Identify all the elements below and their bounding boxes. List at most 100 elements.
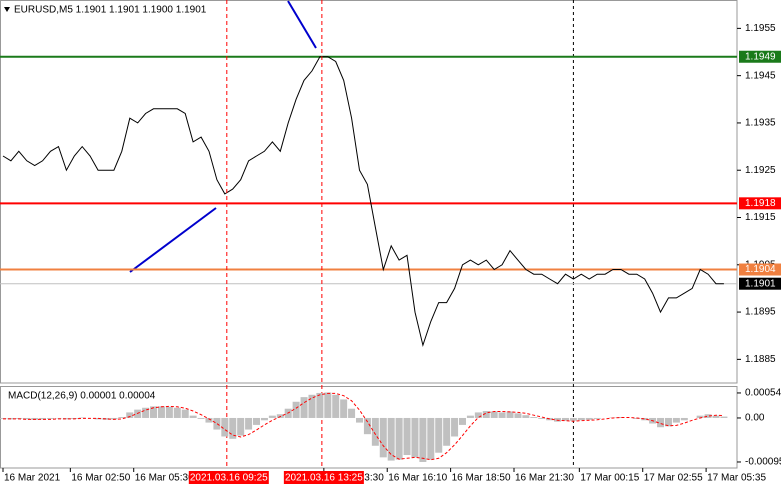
macd-bar <box>641 417 649 421</box>
chart-title: EURUSD,M5 1.1901 1.1901 1.1900 1.1901 <box>14 5 207 16</box>
macd-bar <box>530 417 538 418</box>
y-tick-label: 0.00054 <box>745 388 781 399</box>
x-tick-label: 17 Mar 00:15 <box>580 473 639 484</box>
macd-bar <box>411 417 419 458</box>
macd-bar <box>356 417 364 423</box>
macd-bar <box>31 417 39 420</box>
macd-bar <box>466 415 474 418</box>
price-line <box>2 56 724 348</box>
trend-line <box>287 0 317 49</box>
macd-bar <box>62 417 70 420</box>
indicator-title: MACD(12,26,9) 0.00001 0.00004 <box>8 391 156 402</box>
main-panel-frame <box>0 0 738 384</box>
level-label-box <box>739 50 781 63</box>
macd-bar <box>221 417 229 437</box>
macd-bar <box>348 408 356 418</box>
macd-bar <box>324 392 332 418</box>
macd-bar <box>150 406 158 418</box>
y-tick-label: 1.1955 <box>745 23 776 34</box>
macd-bar <box>680 417 688 421</box>
macd-bar <box>704 414 712 418</box>
macd-bar <box>395 417 403 460</box>
x-tick-label: 16 Mar 05:30 <box>135 473 194 484</box>
macd-panel-frame <box>0 386 738 469</box>
macd-bar <box>363 417 371 435</box>
macd-bar <box>253 417 261 425</box>
level-label: 1.1918 <box>745 198 776 209</box>
macd-bar <box>165 406 173 418</box>
vertical-marker-label: 2021.03.16 13:25 <box>285 473 363 484</box>
level-label: 1.1904 <box>745 264 776 275</box>
macd-bar <box>340 399 348 418</box>
macd-bar <box>205 417 213 423</box>
macd-bar <box>181 409 189 418</box>
macd-bar <box>696 415 704 418</box>
macd-bar <box>118 417 126 418</box>
macd-bar <box>387 417 395 461</box>
x-tick-label: 17 Mar 05:35 <box>707 473 766 484</box>
macd-bar <box>189 415 197 418</box>
macd-bar <box>403 417 411 456</box>
y-tick-label: 1.1925 <box>745 165 776 176</box>
macd-bar <box>142 407 150 418</box>
y-tick-label: -0.00095 <box>745 457 781 468</box>
y-tick-label: 1.1935 <box>745 118 776 129</box>
x-tick-label: 17 Mar 02:55 <box>644 473 703 484</box>
macd-bar <box>316 392 324 418</box>
x-tick-label: 16 Mar 2021 <box>4 473 61 484</box>
macd-bar <box>237 417 245 436</box>
level-label-box <box>739 277 781 290</box>
macd-bar <box>569 417 577 421</box>
macd-bar <box>427 417 435 460</box>
macd-bar <box>308 394 316 418</box>
y-tick-label: 1.1945 <box>745 70 776 81</box>
macd-bar <box>268 415 276 418</box>
macd-bar <box>443 417 451 446</box>
macd-bar <box>482 411 490 418</box>
x-tick-label: 16 Mar 02:50 <box>71 473 130 484</box>
macd-bar <box>617 417 625 418</box>
macd-bar <box>664 417 672 427</box>
macd-bar <box>506 411 514 418</box>
macd-bar <box>577 417 585 421</box>
macd-bar <box>593 417 601 419</box>
level-label: 1.1901 <box>745 278 776 289</box>
macd-bar <box>657 417 665 428</box>
macd-bar <box>300 397 308 418</box>
macd-bar <box>379 417 387 458</box>
macd-bar <box>213 417 221 430</box>
macd-bar <box>332 394 340 418</box>
macd-bar <box>585 417 593 420</box>
macd-bar <box>173 407 181 418</box>
macd-bar <box>229 417 237 439</box>
macd-bar <box>522 415 530 418</box>
vertical-marker-label: 2021.03.16 09:25 <box>190 473 268 484</box>
level-label: 1.1949 <box>745 51 776 62</box>
macd-bar <box>419 417 427 462</box>
macd-bar <box>712 415 720 418</box>
level-label-box <box>739 263 781 276</box>
macd-bar <box>197 417 205 419</box>
y-tick-label: 1.1885 <box>745 354 776 365</box>
level-label-box <box>739 197 781 210</box>
macd-bar <box>110 417 118 420</box>
macd-bar <box>371 417 379 446</box>
x-tick-label: 16 Mar 16:10 <box>388 473 447 484</box>
macd-bar <box>498 412 506 418</box>
macd-bar <box>245 417 253 430</box>
macd-bar <box>474 412 482 418</box>
macd-bar <box>47 417 55 419</box>
macd-bar <box>23 417 31 420</box>
macd-bar <box>39 417 47 420</box>
vertical-marker-label-box <box>188 471 269 484</box>
x-tick-label: 16 Mar 18:50 <box>452 473 511 484</box>
macd-bar <box>102 417 110 420</box>
macd-bar <box>292 401 300 418</box>
macd-bar <box>451 417 459 437</box>
y-tick-label: 1.1915 <box>745 212 776 223</box>
macd-bar <box>435 417 443 453</box>
macd-bar <box>260 417 268 421</box>
